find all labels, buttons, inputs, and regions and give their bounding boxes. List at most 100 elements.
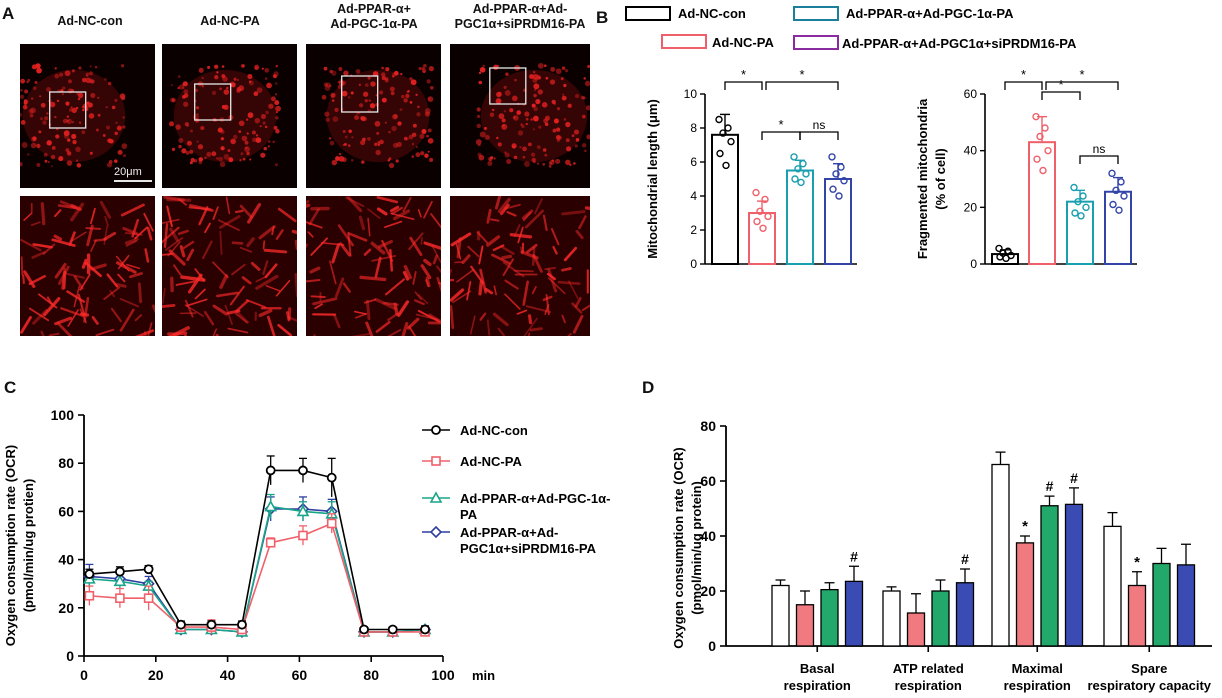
data-point <box>840 176 848 185</box>
mitochondrion <box>561 267 572 272</box>
mitochondrion <box>122 125 126 129</box>
legend-b-svg: Ad-NC-con Ad-PPAR-α+Ad-PGC-1α-PA Ad-NC-P… <box>625 6 1077 51</box>
micro-heading-line: Ad-NC-PA <box>200 14 260 28</box>
mitochondrion <box>355 69 361 74</box>
mitochondrion <box>491 108 495 112</box>
data-point <box>832 170 840 178</box>
mitochondrion <box>146 226 153 241</box>
mitochondrion <box>499 245 515 255</box>
data-point <box>1077 212 1085 220</box>
data-point <box>764 212 772 221</box>
data-point <box>84 590 95 601</box>
mitochondrion <box>503 110 507 113</box>
mitochondrion <box>381 75 387 81</box>
mitochondrion <box>219 161 226 168</box>
mitochondrion <box>167 241 181 257</box>
mitochondrion <box>565 138 570 143</box>
mitochondrion <box>423 258 432 267</box>
data-point <box>113 574 127 587</box>
mitochondrion <box>545 76 549 80</box>
mitochondrion <box>377 239 393 249</box>
mitochondrion <box>230 82 236 88</box>
mitochondrion <box>71 107 78 114</box>
mitochondrion <box>81 130 86 135</box>
mitochondrion <box>75 146 81 153</box>
micro-heading-line: PGC1α+siPRDM16-PA <box>454 17 586 31</box>
mitochondrion <box>406 317 420 330</box>
mitochondrion <box>534 88 537 92</box>
data-point <box>326 518 337 529</box>
data-point <box>1082 203 1090 212</box>
mitochondrion <box>28 275 46 286</box>
series-line <box>89 469 426 631</box>
mitochondrion <box>337 224 355 247</box>
mitochondrion <box>277 323 293 336</box>
data-point <box>716 149 724 158</box>
mitochondrion <box>275 229 284 240</box>
mitochondrion <box>403 98 408 103</box>
mitochondrion <box>204 156 207 160</box>
data-point <box>1032 112 1040 121</box>
data-point <box>387 624 398 635</box>
mitochondrion <box>62 118 68 124</box>
mitochondrion <box>254 117 261 124</box>
mitochondrion <box>416 112 421 117</box>
zoom-box <box>49 91 87 129</box>
mitochondrion <box>409 77 413 81</box>
y-tick-label: 60 <box>964 87 978 101</box>
mitochondrion <box>562 93 565 96</box>
mitochondrion <box>343 70 349 76</box>
micro-heading-sip: Ad-PPAR-α+Ad- PGC1α+siPRDM16-PA <box>440 2 600 32</box>
mitochondrion <box>36 143 41 148</box>
mitochondrion <box>309 266 321 274</box>
mitochondrion <box>427 150 430 153</box>
legend-label: Ad-NC-con <box>460 423 528 438</box>
mitochondrion <box>370 241 386 255</box>
mitochondrion <box>397 300 410 317</box>
mitochondrion <box>227 327 249 334</box>
mitochondrion <box>584 80 590 87</box>
mitochondrion <box>329 260 337 285</box>
mitochondrion <box>329 140 335 146</box>
mitochondrion <box>391 206 403 215</box>
mitochondrion <box>389 86 395 92</box>
mitochondrion <box>363 248 372 256</box>
mitochondrion <box>569 163 572 166</box>
mitochondrion <box>534 198 543 215</box>
data-point <box>115 593 125 603</box>
mitochondrion <box>68 231 76 246</box>
mitochondrion <box>536 162 540 165</box>
mitochondrion <box>86 101 90 105</box>
mitochondrion <box>504 293 521 310</box>
mitochondrion <box>456 269 474 283</box>
data-point <box>802 170 810 178</box>
micrograph-image <box>20 44 155 188</box>
mitochondrion <box>533 83 540 90</box>
category-label: respiration <box>1004 678 1071 693</box>
mitochondrion <box>450 232 472 247</box>
mitochondrion <box>264 263 278 279</box>
bar <box>1028 141 1056 265</box>
mitochondrion <box>287 316 297 322</box>
mitochondrion <box>217 127 223 133</box>
significance-mark: # <box>1070 470 1078 486</box>
mitochondrion <box>71 133 77 140</box>
mitochondrion <box>184 304 204 317</box>
mitochondrion <box>277 207 297 223</box>
mitochondrion <box>375 320 391 333</box>
mitochondrion <box>484 134 490 140</box>
mitochondrion <box>85 227 101 230</box>
mitochondrion <box>71 120 75 124</box>
mitochondrion <box>235 310 249 324</box>
mitochondrion <box>180 275 206 282</box>
mitochondrion <box>561 314 566 324</box>
mitochondrion <box>47 160 50 164</box>
mitochondrion <box>418 67 422 71</box>
mitochondrion <box>377 143 381 146</box>
mitochondrion <box>493 285 497 296</box>
mitochondrion <box>522 211 532 222</box>
mitochondrion <box>390 205 400 213</box>
legend-swatch-ppar <box>793 6 839 21</box>
mitochondrion <box>78 92 84 98</box>
mitochondrion <box>531 285 537 295</box>
